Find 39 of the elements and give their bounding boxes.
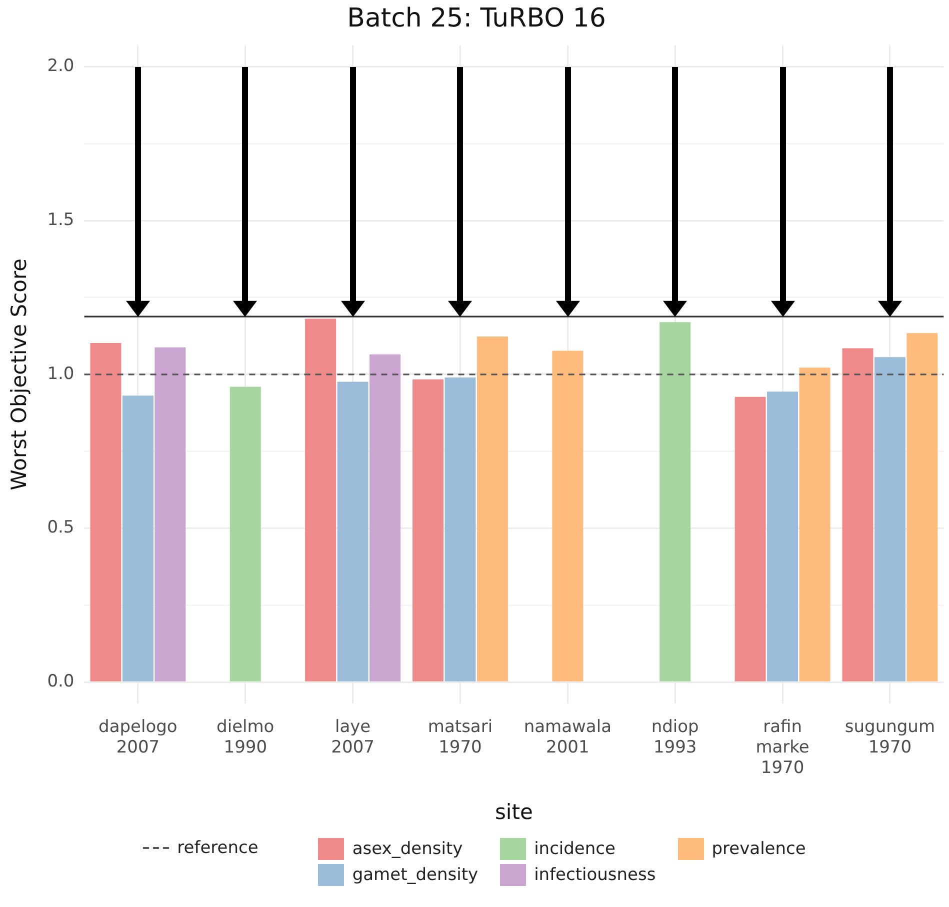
y-tick-label: 1.0 xyxy=(47,364,74,384)
x-tick-label: ndiop 1993 xyxy=(651,717,699,758)
y-axis-title: Worst Objective Score xyxy=(7,258,32,490)
bar xyxy=(412,379,444,682)
bar xyxy=(734,396,766,682)
bar xyxy=(370,354,401,682)
x-tick-label: rafin marke 1970 xyxy=(756,717,810,778)
bar xyxy=(337,382,368,682)
bar xyxy=(906,333,938,682)
legend-label: asex_density xyxy=(352,839,463,859)
chart-title: Batch 25: TuRBO 16 xyxy=(347,3,606,34)
legend-label: incidence xyxy=(534,839,616,859)
y-tick-label: 0.5 xyxy=(47,518,74,538)
bar xyxy=(444,377,476,682)
y-tick-label: 1.5 xyxy=(47,210,74,230)
legend-label: gamet_density xyxy=(352,865,478,885)
bar xyxy=(230,386,261,682)
bar xyxy=(660,322,691,682)
bar xyxy=(154,347,186,682)
y-tick-label: 2.0 xyxy=(47,56,74,76)
x-tick-label: namawala 2001 xyxy=(524,717,612,758)
bar xyxy=(90,343,122,682)
legend-label: reference xyxy=(177,838,258,858)
bar xyxy=(842,348,874,682)
bar xyxy=(305,318,336,682)
x-tick-label: matsari 1970 xyxy=(428,717,493,758)
bar xyxy=(874,357,906,682)
bar xyxy=(767,392,798,682)
y-tick-label: 0.0 xyxy=(47,671,74,692)
x-axis-title: site xyxy=(494,800,533,824)
legend-label: infectiousness xyxy=(534,865,656,885)
x-tick-label: dielmo 1990 xyxy=(216,717,274,758)
bar xyxy=(476,336,508,682)
x-tick-label: laye 2007 xyxy=(331,717,374,758)
bar xyxy=(122,396,154,682)
legend-label: prevalence xyxy=(712,839,806,859)
bar xyxy=(799,368,830,682)
x-tick-label: sugungum 1970 xyxy=(844,717,936,758)
x-tick-label: dapelogo 2007 xyxy=(98,717,178,758)
